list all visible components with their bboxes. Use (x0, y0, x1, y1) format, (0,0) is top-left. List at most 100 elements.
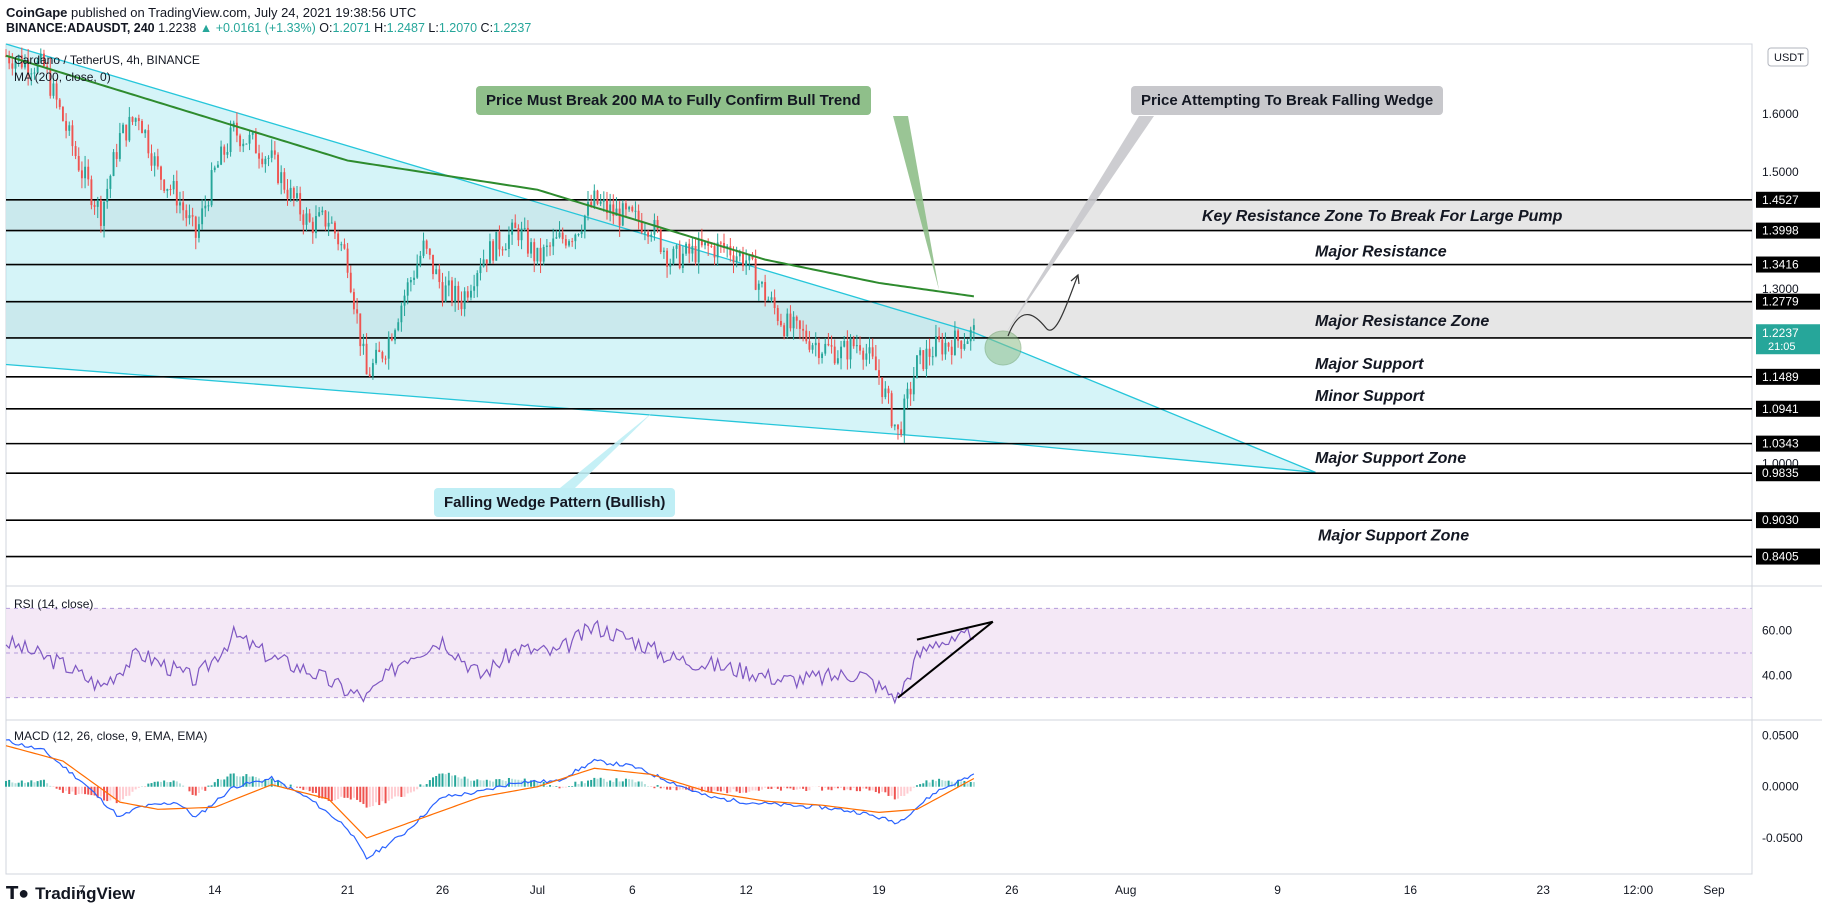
main-legend[interactable]: Cardano / TetherUS, 4h, BINANCE (14, 53, 200, 67)
macd-histogram-bar (327, 786, 330, 801)
macd-histogram-bar (191, 786, 194, 795)
candle-body (169, 189, 172, 191)
macd-histogram-bar (751, 786, 754, 791)
macd-histogram-bar (681, 786, 684, 790)
candle-body (235, 122, 238, 136)
close-label: C: (480, 21, 494, 35)
candle-body (593, 190, 596, 207)
macd-histogram-bar (849, 786, 852, 791)
candle-body (640, 221, 643, 233)
macd-histogram-bar (229, 773, 232, 787)
candle-body (840, 346, 842, 359)
macd-histogram-bar (403, 786, 406, 797)
candle-body (536, 247, 539, 262)
candle-body (719, 242, 722, 244)
macd-histogram-bar (201, 786, 204, 790)
macd-histogram-bar (49, 785, 52, 787)
publish-text: published on TradingView.com, July 24, 2… (71, 5, 417, 20)
candle-body (8, 55, 11, 64)
price-level-tag-text: 1.1489 (1762, 370, 1799, 384)
ma-legend[interactable]: MA (200, close, 0) (14, 70, 111, 84)
candle-body (204, 205, 207, 209)
candle-body (944, 342, 947, 355)
price-level-tag (1756, 512, 1820, 529)
macd-histogram-bar (824, 786, 827, 788)
candle-body (226, 152, 229, 155)
candle-body (656, 219, 659, 230)
macd-histogram-bar (871, 786, 874, 791)
candle-body (191, 215, 194, 217)
candle-body (571, 241, 574, 243)
candle-body (941, 339, 944, 355)
last-price: 1.2238 (158, 21, 197, 35)
high-value: 1.2487 (386, 21, 425, 35)
candle-body (131, 116, 134, 122)
macd-histogram-bar (776, 786, 779, 789)
macd-histogram-bar (77, 786, 80, 795)
price-level-tag (1756, 256, 1820, 273)
candle-body (704, 242, 706, 246)
macd-histogram-bar (729, 786, 732, 793)
candle-body (122, 124, 124, 134)
candle-body (821, 353, 824, 359)
candle-body (245, 143, 248, 145)
macd-histogram-bar (881, 786, 884, 792)
candle-body (849, 338, 852, 360)
candle-body (960, 340, 963, 349)
macd-histogram-bar (122, 786, 125, 800)
macd-histogram-bar (147, 783, 150, 787)
macd-histogram-bar (14, 783, 17, 787)
macd-histogram-bar (501, 780, 504, 787)
candle-body (488, 241, 491, 264)
candle-body (681, 253, 684, 269)
macd-histogram-bar (884, 786, 887, 793)
macd-histogram-bar (833, 786, 836, 789)
macd-histogram-bar (289, 784, 292, 787)
candle-body (346, 248, 349, 273)
macd-histogram-bar (836, 786, 839, 789)
rsi-legend[interactable]: RSI (14, close) (14, 597, 94, 611)
tradingview-logo[interactable]: 𝗧● TradingView (6, 883, 135, 904)
candle-body (675, 245, 678, 249)
candle-body (24, 59, 26, 68)
open-label: O: (319, 21, 333, 35)
candle-body (878, 370, 880, 378)
candle-body (286, 189, 289, 199)
candle-body (454, 285, 457, 302)
candle-body (248, 134, 251, 144)
candle-body (732, 255, 735, 263)
zone-label: Key Resistance Zone To Break For Large P… (1202, 208, 1563, 225)
tradingview-logo-icon: 𝗧● (6, 883, 30, 903)
candle-body (175, 180, 178, 206)
candle-body (210, 170, 213, 206)
candle-body (387, 337, 390, 359)
macd-histogram-bar (900, 786, 903, 797)
candle-body (371, 363, 374, 377)
candle-body (289, 187, 292, 199)
macd-histogram-bar (662, 786, 665, 789)
macd-histogram-bar (593, 777, 596, 787)
candle-body (457, 285, 460, 301)
macd-histogram-bar (163, 780, 166, 787)
macd-histogram-bar (476, 779, 479, 787)
macd-histogram-bar (798, 786, 801, 789)
macd-histogram-bar (438, 773, 441, 787)
macd-legend[interactable]: MACD (12, 26, close, 9, EMA, EMA) (14, 729, 208, 743)
candle-body (906, 388, 909, 399)
macd-histogram-bar (381, 786, 384, 802)
macd-histogram-bar (957, 780, 960, 787)
candle-body (93, 205, 96, 207)
macd-histogram-bar (178, 783, 181, 787)
candle-body (757, 283, 760, 290)
x-tick-label: 19 (872, 883, 886, 897)
candle-body (27, 59, 30, 75)
macd-histogram-bar (485, 779, 488, 787)
macd-histogram-bar (523, 778, 526, 787)
candle-body (577, 234, 580, 236)
macd-histogram-bar (919, 784, 922, 787)
price-level-tag-text: 1.4527 (1762, 193, 1799, 207)
candle-body (900, 429, 903, 435)
macd-histogram-bar (406, 786, 409, 794)
candle-body (368, 374, 371, 377)
